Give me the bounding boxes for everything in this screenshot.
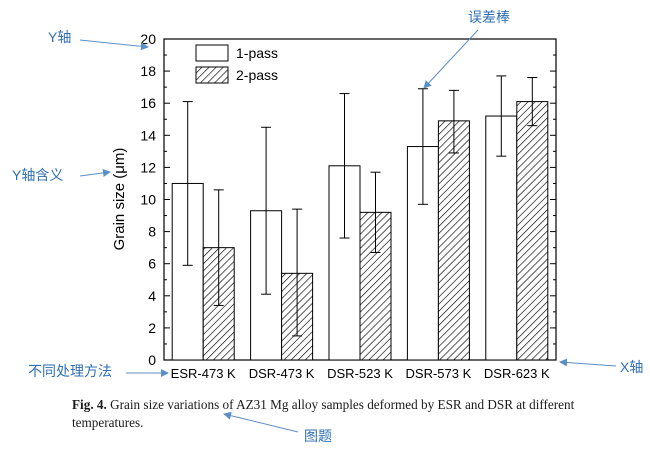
annotations: 误差棒 Y轴 Y轴含义 X轴 不同处理方法 xyxy=(12,9,643,379)
y-tick-label-14: 14 xyxy=(140,127,156,143)
arrow-y-meaning xyxy=(79,168,111,177)
legend: 1-pass 2-pass xyxy=(195,44,278,84)
y-tick-label-20: 20 xyxy=(140,31,156,47)
arrow-x-axis xyxy=(559,358,617,367)
arrow-figure-title xyxy=(223,411,299,433)
bar-1-pass-DSR-623K xyxy=(485,115,518,361)
legend-label-1-pass: 1-pass xyxy=(236,45,278,61)
caption-label: Fig. 4. xyxy=(72,397,107,412)
y-tick-label-8: 8 xyxy=(148,224,156,240)
bars-layer xyxy=(171,75,549,361)
y-tick-label-4: 4 xyxy=(148,288,156,304)
bar-2-pass-DSR-623K xyxy=(516,101,549,361)
caption-text: Grain size variations of AZ31 Mg alloy s… xyxy=(72,397,575,430)
y-axis-label: Grain size (μm) xyxy=(111,148,128,251)
y-tick-label-16: 16 xyxy=(140,95,156,111)
arrow-error-bar xyxy=(423,29,479,89)
figure-caption: Fig. 4. Grain size variations of AZ31 Mg… xyxy=(72,396,632,432)
annotation-methods: 不同处理方法 xyxy=(28,363,112,379)
arrow-y-axis xyxy=(79,39,149,51)
x-category-label-2: DSR-523 K xyxy=(327,366,393,381)
legend-swatch-1-pass xyxy=(195,44,229,62)
x-category-label-0: ESR-473 K xyxy=(171,366,236,381)
annotation-x-axis: X轴 xyxy=(620,359,643,375)
bar-chart: 0 2 4 6 8 10 12 14 16 18 20 ESR-473 K DSR-473 K DSR-… xyxy=(12,9,643,381)
bar-2-pass-DSR-573K xyxy=(437,120,470,361)
annotation-y-axis: Y轴 xyxy=(48,29,71,45)
x-axis-categories: ESR-473 K DSR-473 K DSR-523 K DSR-573 K DSR-… xyxy=(171,366,550,381)
legend-swatch-2-pass xyxy=(195,66,229,84)
annotation-figure-title: 图题 xyxy=(304,428,332,444)
x-category-label-1: DSR-473 K xyxy=(249,366,315,381)
legend-label-2-pass: 2-pass xyxy=(236,67,278,83)
y-tick-label-2: 2 xyxy=(148,320,156,336)
y-tick-label-0: 0 xyxy=(148,352,156,368)
figure-title-annotation: 图题 xyxy=(223,411,332,444)
annotation-error-bar: 误差棒 xyxy=(468,9,510,25)
x-category-label-4: DSR-623 K xyxy=(484,366,550,381)
annotation-y-meaning: Y轴含义 xyxy=(12,167,63,183)
y-tick-label-18: 18 xyxy=(140,63,156,79)
y-tick-label-10: 10 xyxy=(140,192,156,208)
y-tick-label-6: 6 xyxy=(148,256,156,272)
y-tick-label-12: 12 xyxy=(140,159,156,175)
x-category-label-3: DSR-573 K xyxy=(406,366,472,381)
